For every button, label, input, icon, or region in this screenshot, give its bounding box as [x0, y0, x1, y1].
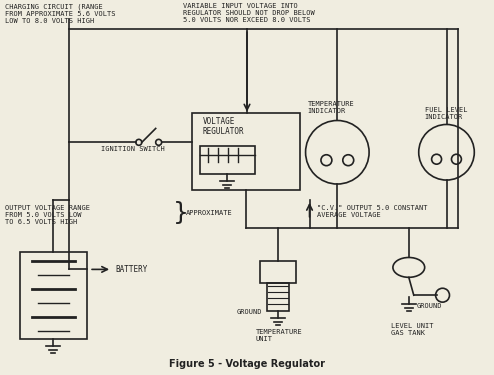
Text: VARIABLE INPUT VOLTAGE INTO
REGULATOR SHOULD NOT DROP BELOW
5.0 VOLTS NOR EXCEED: VARIABLE INPUT VOLTAGE INTO REGULATOR SH… [183, 3, 315, 23]
Text: BATTERY: BATTERY [115, 266, 147, 274]
Text: }: } [172, 201, 189, 225]
Bar [260, 261, 295, 283]
Text: Figure 5 - Voltage Regulator: Figure 5 - Voltage Regulator [169, 358, 325, 369]
Text: TEMPERATURE
UNIT: TEMPERATURE UNIT [256, 329, 303, 342]
Text: GROUND: GROUND [237, 309, 263, 315]
Text: APPROXIMATE: APPROXIMATE [185, 210, 232, 216]
Text: TEMPERATURE
INDICATOR: TEMPERATURE INDICATOR [308, 100, 354, 114]
Text: OUTPUT VOLTAGE RANGE
FROM 5.0 VOLTS LOW
TO 6.5 VOLTS HIGH: OUTPUT VOLTAGE RANGE FROM 5.0 VOLTS LOW … [5, 205, 90, 225]
Text: LEVEL UNIT
GAS TANK: LEVEL UNIT GAS TANK [391, 323, 433, 336]
Text: CHARGING CIRCUIT (RANGE
FROM APPROXIMATE 5.6 VOLTS
LOW TO 8.0 VOLTS HIGH: CHARGING CIRCUIT (RANGE FROM APPROXIMATE… [5, 3, 115, 24]
Bar [20, 252, 87, 339]
Text: FUEL LEVEL
INDICATOR: FUEL LEVEL INDICATOR [425, 106, 467, 120]
Bar [201, 146, 255, 174]
Text: VOLTAGE
REGULATOR: VOLTAGE REGULATOR [203, 117, 244, 136]
Bar [267, 283, 288, 311]
Text: GROUND: GROUND [417, 303, 442, 309]
Text: "C.V." OUTPUT 5.0 CONSTANT
AVERAGE VOLTAGE: "C.V." OUTPUT 5.0 CONSTANT AVERAGE VOLTA… [318, 205, 428, 218]
Bar [192, 112, 299, 190]
Text: IGNITION SWITCH: IGNITION SWITCH [101, 146, 165, 152]
